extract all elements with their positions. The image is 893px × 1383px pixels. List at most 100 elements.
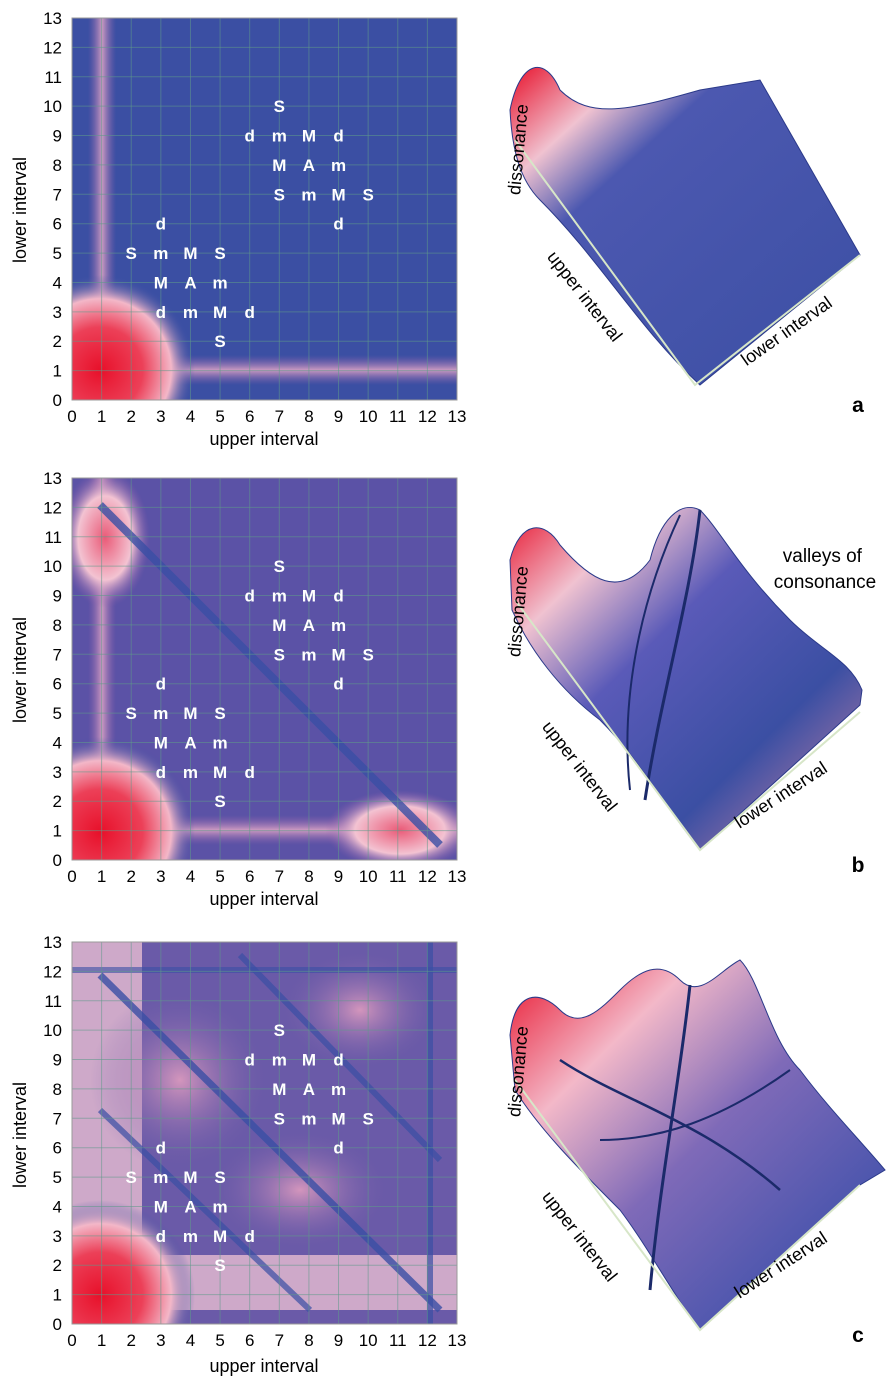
- heatmap-b-valley-diagonal: [97, 502, 443, 848]
- chord-label: M: [331, 1109, 345, 1128]
- chord-label: S: [362, 1109, 373, 1128]
- y-tick-label: 2: [53, 332, 62, 351]
- chord-label: A: [184, 273, 196, 292]
- x-tick-label: 3: [156, 407, 165, 426]
- x-tick-label: 12: [418, 867, 437, 886]
- chord-label: m: [213, 733, 228, 752]
- heatmap-c-blob-1: [90, 990, 270, 1170]
- x-tick-label: 12: [418, 1331, 437, 1350]
- surface-b-shape: [509, 507, 863, 851]
- surface-c-valley-1: [648, 984, 692, 1291]
- heatmap-b: [72, 478, 457, 860]
- chord-label: S: [274, 645, 285, 664]
- chord-label: m: [331, 616, 346, 635]
- chord-label: m: [183, 303, 198, 322]
- chord-label: A: [184, 733, 196, 752]
- y-tick-label: 6: [53, 675, 62, 694]
- x-tick-label: 13: [448, 867, 467, 886]
- y-tick-label: 8: [53, 1080, 62, 1099]
- x-tick-label: 11: [389, 1331, 407, 1350]
- chord-label: d: [333, 675, 343, 694]
- chord-label: S: [214, 332, 225, 351]
- y-tick-label: 1: [53, 362, 62, 381]
- x-tick-label: 3: [156, 1331, 165, 1350]
- chord-label: d: [333, 1139, 343, 1158]
- x-tick-label: 5: [215, 407, 224, 426]
- y-tick-label: 6: [53, 215, 62, 234]
- y-tick-label: 2: [53, 1256, 62, 1275]
- chord-label: M: [272, 616, 286, 635]
- heatmap-a: [72, 18, 457, 400]
- y-tick-label: 5: [53, 1168, 62, 1187]
- chord-label: M: [331, 185, 345, 204]
- chord-label: M: [302, 127, 316, 146]
- y-tick-label: 11: [44, 68, 62, 87]
- chord-label: A: [184, 1197, 196, 1216]
- x-tick-label: 1: [97, 1331, 106, 1350]
- y-tick-label: 5: [53, 704, 62, 723]
- y-tick-label: 6: [53, 1139, 62, 1158]
- y-tick-label: 1: [53, 822, 62, 841]
- chord-label: m: [153, 244, 168, 263]
- x-tick-label: 2: [126, 1331, 135, 1350]
- chord-label: m: [272, 1051, 287, 1070]
- x-tick-label: 3: [156, 867, 165, 886]
- surface-c-valley-3: [599, 1069, 791, 1141]
- chord-label: d: [244, 1051, 254, 1070]
- heatmap-c-grid: [72, 942, 457, 1324]
- y-tick-label: 7: [53, 645, 62, 664]
- x-tick-label: 1: [97, 867, 106, 886]
- x-tick-label: 4: [186, 407, 195, 426]
- heatmap-b-frame: [71, 477, 458, 861]
- chord-label: d: [156, 303, 166, 322]
- x-ticks-b: 0 1 2 3 4 5 6 7 8 9 10 11 12 13: [67, 867, 466, 886]
- surface-b-valley-2: [626, 514, 681, 791]
- heatmap-a-grid: [72, 18, 457, 400]
- heatmap-b-grid: [72, 478, 457, 860]
- annotation-line-1: valleys of: [783, 546, 863, 567]
- chord-label: M: [154, 733, 168, 752]
- x-tick-label: 6: [245, 1331, 254, 1350]
- x-axis-label-b: upper interval: [209, 889, 318, 909]
- chord-label: m: [153, 704, 168, 723]
- chord-label: m: [153, 1168, 168, 1187]
- surface-a: dissonance upper interval lower interval: [504, 67, 861, 387]
- chord-label: d: [244, 303, 254, 322]
- annotation-line-2: consonance: [774, 572, 876, 593]
- x-tick-label: 9: [334, 867, 343, 886]
- chord-label: S: [274, 1021, 285, 1040]
- heatmap-c-frame: [71, 941, 458, 1325]
- x-tick-label: 10: [359, 867, 378, 886]
- chord-label: d: [244, 127, 254, 146]
- y-tick-label: 3: [53, 763, 62, 782]
- chord-label: M: [213, 763, 227, 782]
- x-axis-label-a: upper interval: [209, 429, 318, 449]
- surface-b-annotation: valleys of consonance: [774, 546, 876, 593]
- chord-label: d: [156, 1139, 166, 1158]
- x-tick-label: 4: [186, 867, 195, 886]
- y-tick-label: 8: [53, 156, 62, 175]
- heatmap-a-dissonance-peak: [72, 275, 195, 400]
- heatmap-c-valley-diagonal-2: [97, 1107, 313, 1313]
- heatmap-a-frame: [71, 17, 458, 401]
- chord-label: d: [156, 1227, 166, 1246]
- x-tick-label: 6: [245, 867, 254, 886]
- x-tick-label: 1: [97, 407, 106, 426]
- heatmap-c: [72, 942, 457, 1324]
- chord-label: M: [272, 1080, 286, 1099]
- y-tick-label: 5: [53, 244, 62, 263]
- chord-label: S: [126, 1168, 137, 1187]
- chord-label: M: [213, 1227, 227, 1246]
- y-tick-label: 7: [53, 1109, 62, 1128]
- chord-label: d: [333, 127, 343, 146]
- chord-label: m: [272, 587, 287, 606]
- y-tick-label: 3: [53, 303, 62, 322]
- surface-b-zlabel: dissonance: [504, 565, 532, 657]
- chord-label: S: [214, 1256, 225, 1275]
- x-tick-label: 11: [389, 867, 407, 886]
